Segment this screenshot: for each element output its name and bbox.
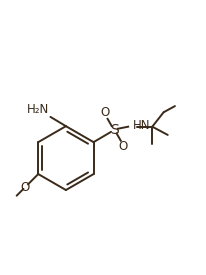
Text: S: S xyxy=(110,123,118,137)
Text: HN: HN xyxy=(133,119,150,132)
Text: O: O xyxy=(119,140,128,153)
Text: H₂N: H₂N xyxy=(27,103,49,116)
Text: O: O xyxy=(20,181,29,194)
Text: O: O xyxy=(100,106,110,119)
